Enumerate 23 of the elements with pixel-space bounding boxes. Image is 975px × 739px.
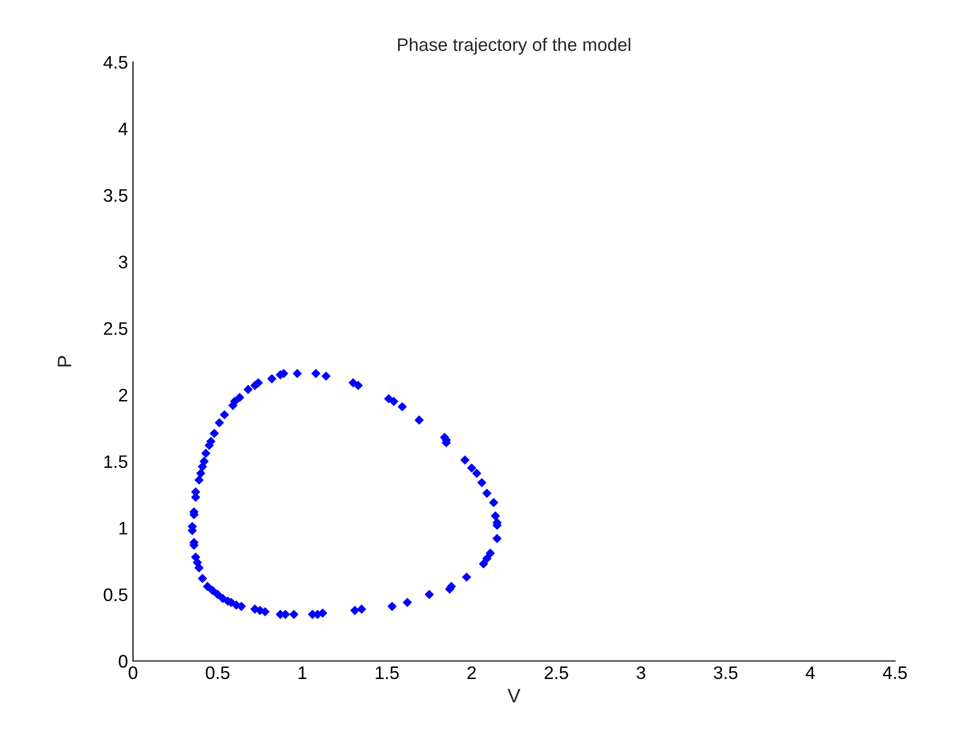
y-tick-label: 4.5 bbox=[103, 56, 128, 69]
y-axis-title: P bbox=[58, 356, 72, 366]
x-tick-label: 3.5 bbox=[714, 666, 738, 680]
y-tick-label: 1.5 bbox=[104, 455, 128, 468]
x-tick-label: 0.5 bbox=[206, 666, 230, 680]
y-tick-label: 2.5 bbox=[104, 322, 128, 335]
y-tick-label: 1 bbox=[119, 522, 128, 534]
x-tick-label: 2 bbox=[468, 666, 476, 679]
y-tick-label: 3.5 bbox=[104, 189, 128, 202]
x-axis-title: V bbox=[508, 688, 520, 702]
y-tick-label: 4 bbox=[118, 122, 128, 136]
x-tick-label: 1 bbox=[298, 666, 306, 679]
x-tick-label: 4.5 bbox=[882, 666, 907, 680]
y-tick-label: 0.5 bbox=[104, 588, 128, 602]
chart-title: Phase trajectory of the model bbox=[398, 38, 630, 55]
x-tick-label: 1.5 bbox=[376, 666, 399, 680]
y-tick-label: 3 bbox=[118, 256, 128, 268]
x-tick-label: 4 bbox=[806, 666, 815, 679]
y-tick-label: 0 bbox=[118, 654, 128, 668]
x-tick-label: 2.5 bbox=[544, 666, 568, 680]
y-tick-label: 2 bbox=[119, 388, 128, 402]
x-tick-label: 3 bbox=[636, 666, 646, 680]
x-tick-label: 0 bbox=[128, 666, 138, 680]
